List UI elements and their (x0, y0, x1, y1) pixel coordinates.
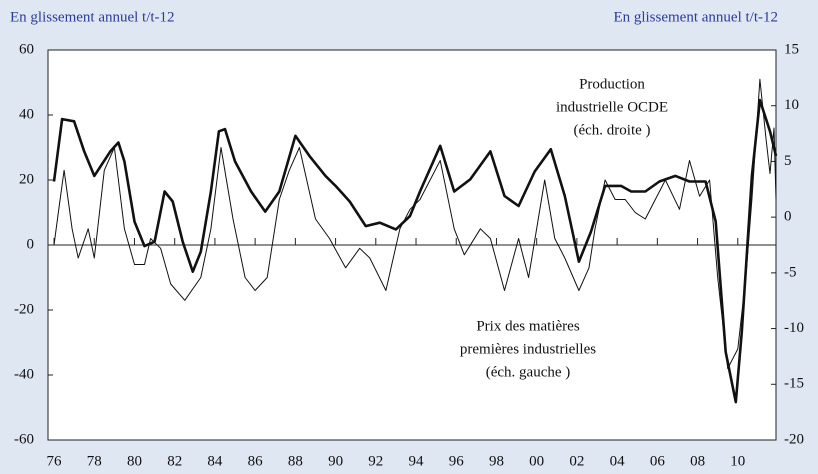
x-tick-label: 88 (288, 453, 303, 469)
y2-tick-label: 15 (784, 41, 799, 57)
x-tick-label: 98 (489, 453, 504, 469)
x-tick-label: 02 (569, 453, 584, 469)
x-tick-label: 80 (127, 453, 142, 469)
y-tick-label: 60 (19, 41, 34, 57)
y2-tick-label: 10 (784, 97, 799, 113)
series-annotation: premières industrielles (460, 341, 596, 357)
y2-tick-label: -5 (784, 264, 797, 280)
x-tick-label: 78 (87, 453, 102, 469)
x-tick-label: 76 (47, 453, 63, 469)
x-tick-label: 82 (167, 453, 182, 469)
x-tick-label: 00 (529, 453, 544, 469)
series-annotation: Prix des matières (476, 318, 579, 334)
series-annotation: (éch. droite ) (573, 122, 650, 138)
series-annotation: industrielle OCDE (556, 99, 668, 115)
x-tick-label: 04 (610, 453, 626, 469)
y-tick-label: -40 (14, 366, 34, 382)
series-line (53, 78, 777, 369)
x-tick-label: 90 (328, 453, 343, 469)
series-annotation: Production (579, 76, 645, 92)
x-tick-label: 86 (248, 453, 264, 469)
x-tick-label: 06 (650, 453, 666, 469)
y2-tick-label: -20 (784, 431, 804, 447)
y2-axis-label: En glissement annuel t/t-12 (613, 9, 778, 25)
series-line (52, 98, 778, 404)
y-tick-label: 0 (27, 236, 35, 252)
y-tick-label: 40 (19, 106, 34, 122)
x-tick-label: 10 (730, 453, 745, 469)
y-tick-label: 20 (19, 171, 34, 187)
x-tick-label: 08 (690, 453, 705, 469)
x-tick-label: 84 (207, 453, 223, 469)
y2-tick-label: 0 (784, 209, 792, 225)
y-axis-label: En glissement annuel t/t-12 (10, 9, 175, 25)
x-tick-label: 94 (409, 453, 425, 469)
series-annotation: (éch. gauche ) (486, 364, 571, 380)
y2-tick-label: -10 (784, 320, 804, 336)
y-tick-label: -20 (14, 301, 34, 317)
y2-tick-label: 5 (784, 153, 792, 169)
x-tick-label: 92 (368, 453, 383, 469)
x-tick-label: 96 (449, 453, 465, 469)
y-tick-label: -60 (14, 431, 34, 447)
y2-tick-label: -15 (784, 376, 804, 392)
